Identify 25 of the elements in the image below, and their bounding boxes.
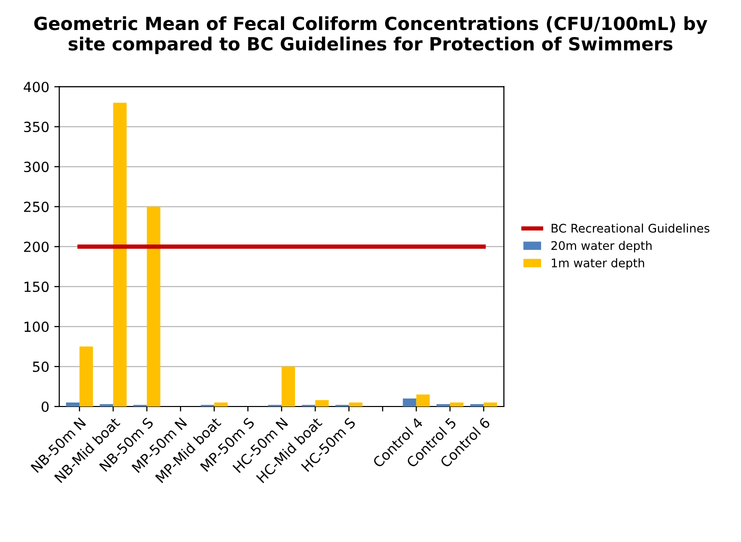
y-tick-label: 150 bbox=[24, 282, 49, 292]
y-tick-label: 400 bbox=[24, 82, 49, 92]
bar bbox=[214, 402, 228, 406]
y-tick-label: 100 bbox=[24, 322, 49, 332]
bar bbox=[282, 366, 296, 406]
y-tick-label: 200 bbox=[24, 242, 49, 252]
bar bbox=[79, 346, 93, 406]
bar bbox=[416, 394, 430, 406]
y-tick-label: 50 bbox=[32, 361, 49, 372]
legend-label: 1m water depth bbox=[552, 258, 644, 270]
bar bbox=[348, 402, 362, 406]
bar bbox=[113, 102, 127, 406]
bar bbox=[450, 402, 464, 406]
legend-label: BC Recreational Guidelines bbox=[552, 224, 710, 233]
legend-label: 20m water depth bbox=[551, 240, 652, 252]
y-tick-label: 350 bbox=[24, 122, 49, 132]
bar bbox=[315, 400, 329, 406]
y-tick-label: 250 bbox=[24, 202, 49, 212]
bar bbox=[484, 402, 498, 406]
y-tick-label: 0 bbox=[42, 401, 49, 412]
y-tick-label: 300 bbox=[24, 162, 49, 172]
bar bbox=[402, 398, 416, 406]
bar bbox=[66, 402, 80, 406]
chart-title: Geometric Mean of Fecal Coliform Concentrations (CFU/100mL) by site compared to BC Guidelines for Protection of Swimmers bbox=[34, 16, 708, 54]
bar bbox=[146, 206, 160, 406]
